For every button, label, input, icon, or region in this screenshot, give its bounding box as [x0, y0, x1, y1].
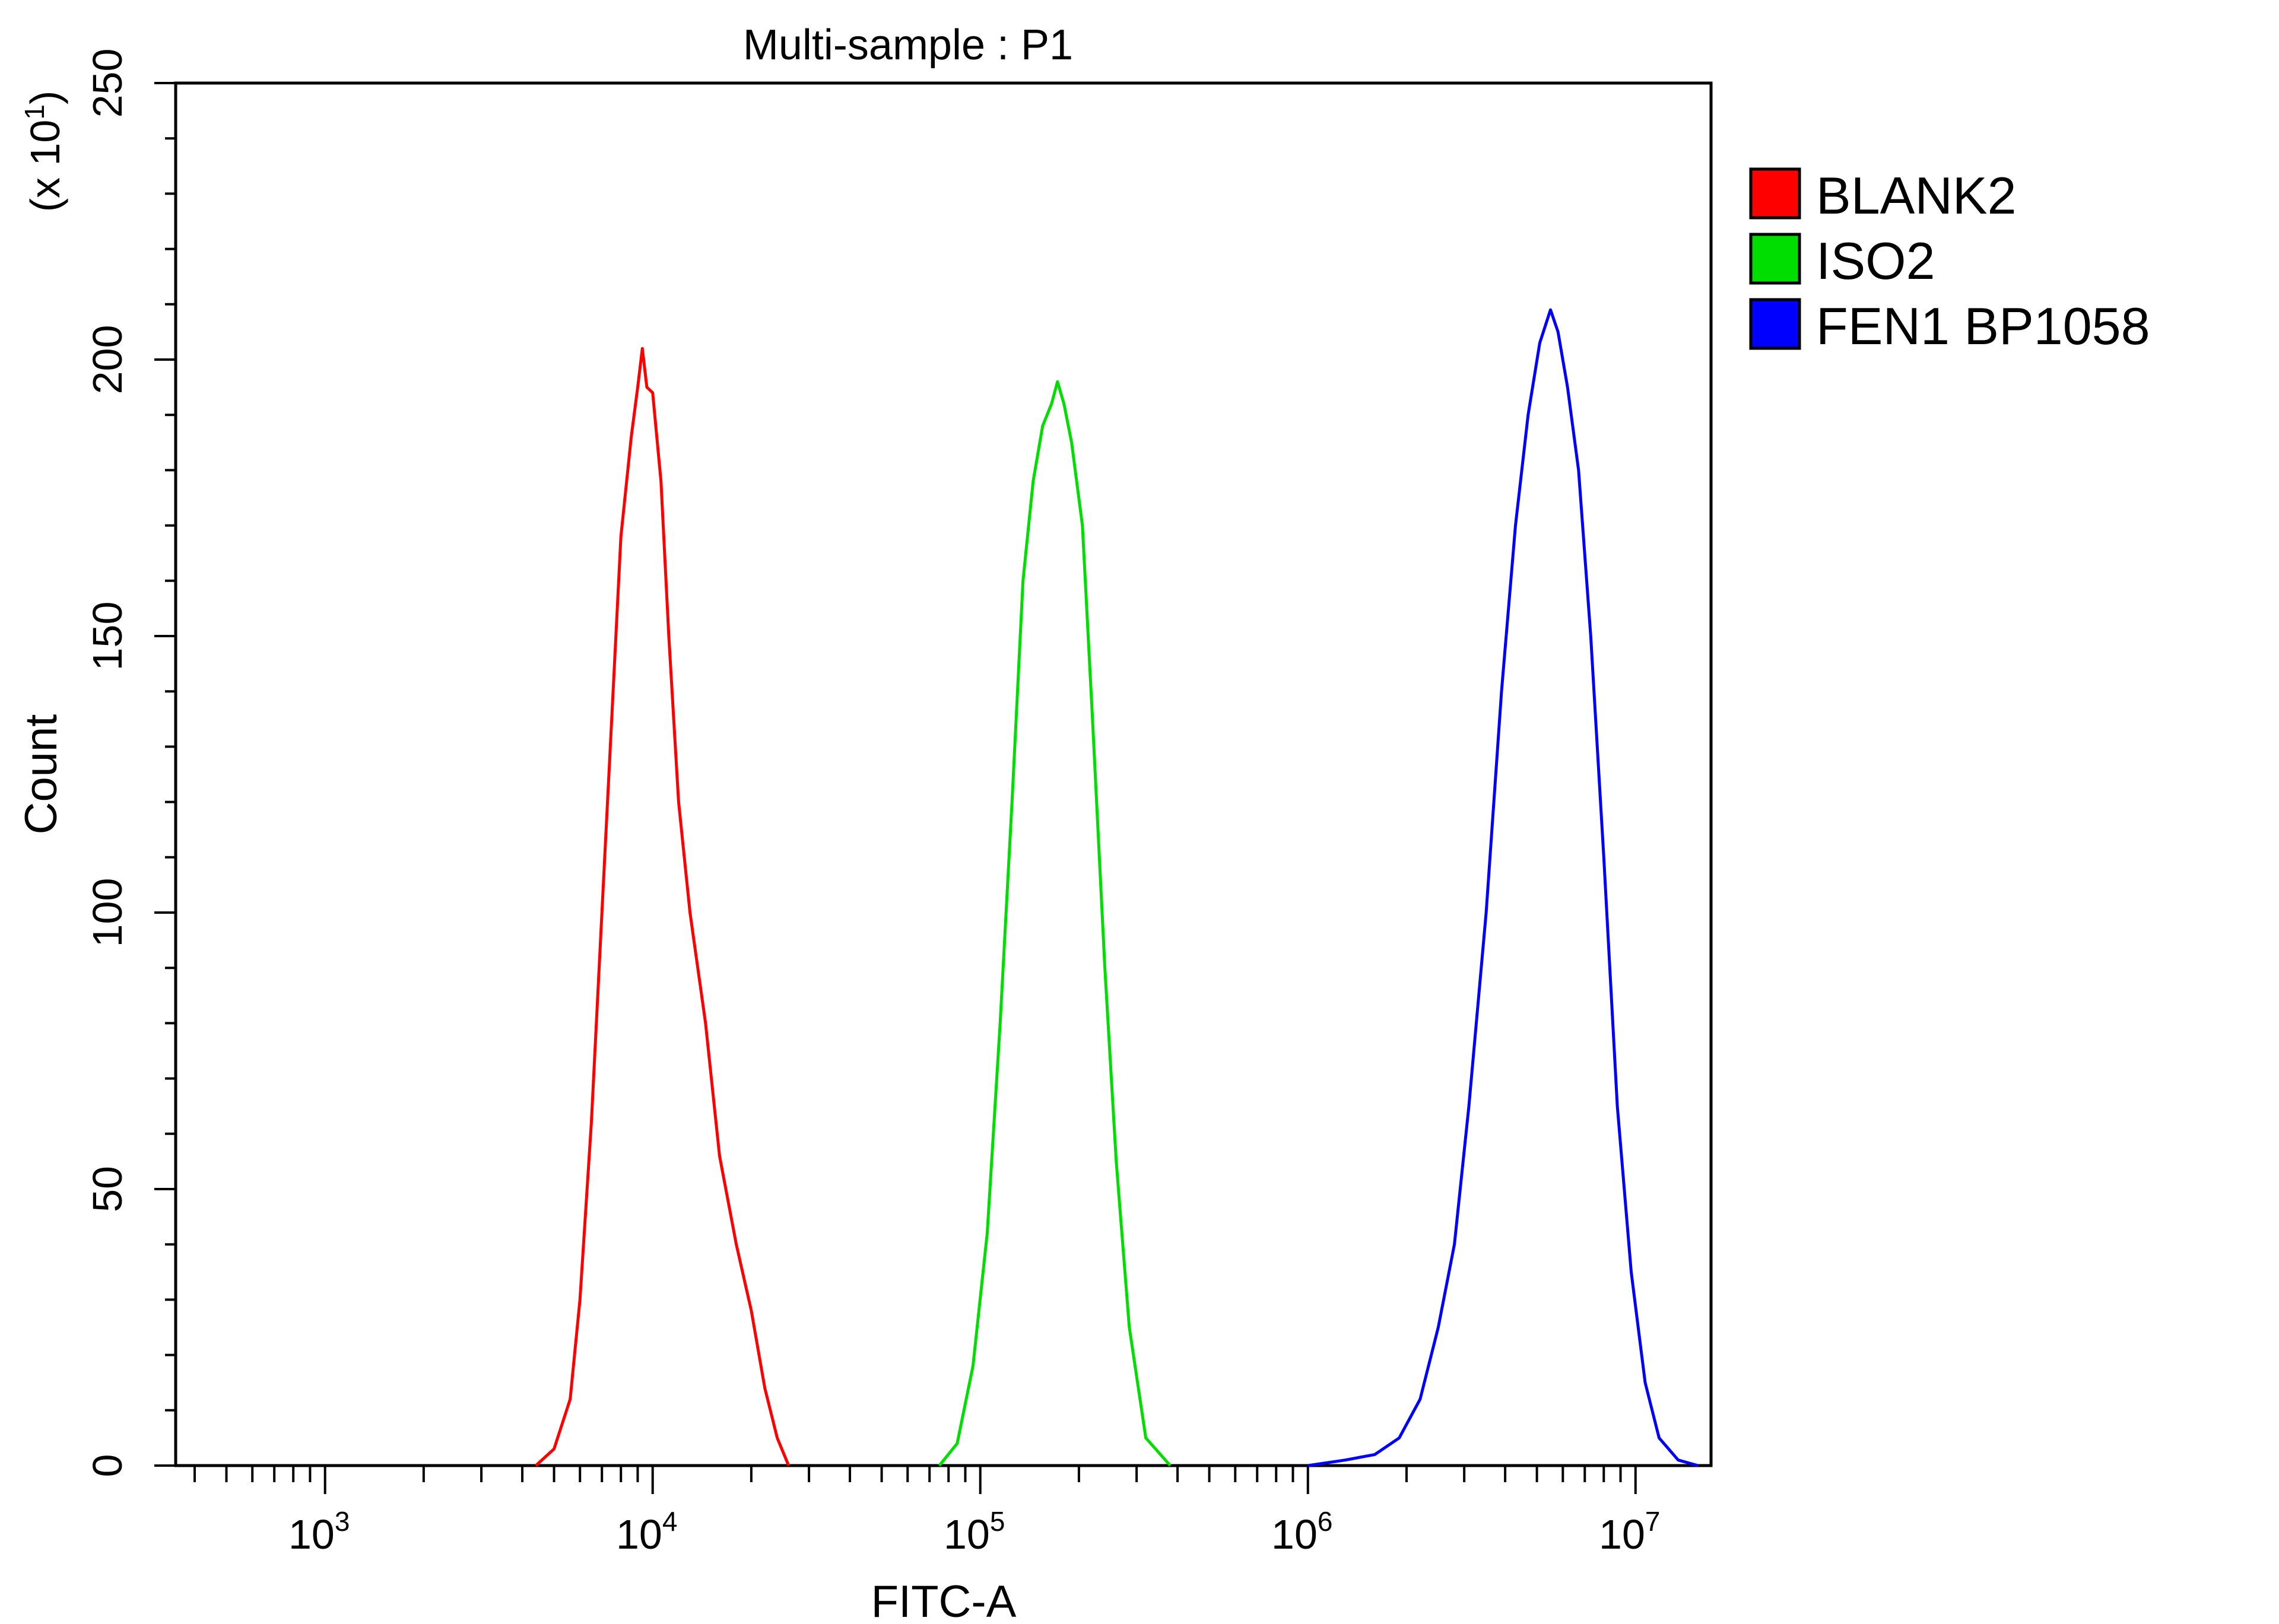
series-line-1 [535, 347, 791, 1467]
y-tick-label: 250 [84, 49, 131, 118]
legend-label: ISO2 [1816, 231, 1935, 290]
y-axis-label: Count [16, 714, 66, 835]
series-line-3 [1307, 308, 1699, 1467]
x-axis: 103 104 105 106 107 [193, 1466, 1661, 1558]
y-multiplier-exp: 1 [19, 104, 50, 120]
x-tick-label: 107 [1599, 1506, 1660, 1558]
y-axis: 0 50 100 150 200 250 [84, 49, 176, 1477]
x-tick-label: 105 [944, 1506, 1005, 1558]
svg-text:(x 101): (x 101) [19, 91, 68, 212]
series-layer [535, 308, 1699, 1467]
x-tick-label: 106 [1271, 1506, 1332, 1558]
x-tick-label: 104 [616, 1506, 677, 1558]
y-tick-label: 200 [84, 325, 131, 395]
legend-label: BLANK2 [1816, 166, 2017, 225]
legend-swatch [1749, 298, 1801, 350]
legend-swatch [1749, 233, 1801, 285]
x-tick-label: 103 [288, 1506, 350, 1558]
y-tick-label: 150 [84, 602, 131, 671]
legend-swatch [1749, 167, 1801, 220]
plot-area [174, 81, 1713, 1467]
y-tick-label: 0 [84, 1454, 131, 1477]
chart-title: Multi-sample : P1 [743, 21, 1073, 69]
y-multiplier-close: ) [22, 91, 68, 104]
y-tick-label: 50 [84, 1166, 131, 1212]
legend-label: FEN1 BP1058 [1816, 297, 2150, 355]
y-multiplier-base: (x 10 [22, 120, 68, 212]
series-line-2 [938, 380, 1172, 1467]
y-tick-label: 100 [84, 878, 131, 948]
legend: BLANK2 ISO2 FEN1 BP1058 [1749, 166, 2150, 355]
plot-frame [174, 81, 1713, 1467]
y-axis-multiplier: (x 101) [19, 91, 68, 212]
x-axis-label: FITC-A [871, 1577, 1017, 1624]
